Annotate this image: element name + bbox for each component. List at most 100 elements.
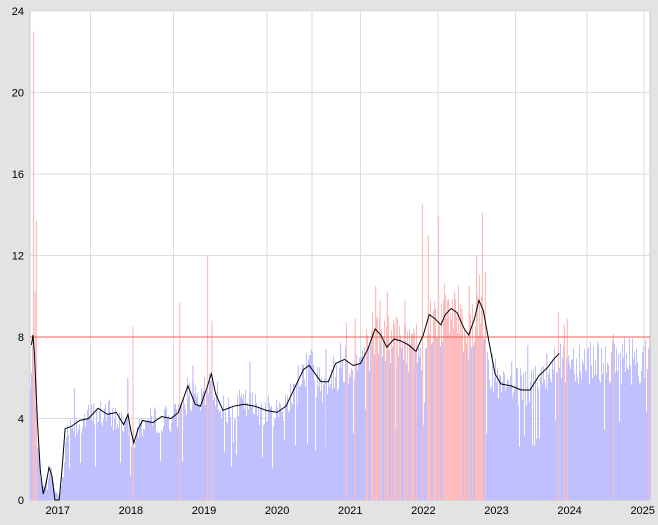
bar (275, 418, 276, 500)
bar (352, 370, 353, 500)
bar (570, 368, 571, 500)
bar (280, 404, 281, 500)
bar (473, 345, 474, 500)
bar (79, 424, 80, 500)
bar (305, 386, 306, 500)
bar (518, 405, 519, 500)
bar (630, 365, 631, 500)
bar (395, 429, 396, 500)
bar (322, 402, 323, 500)
bar (237, 395, 238, 500)
bar (525, 370, 526, 500)
bar (499, 374, 500, 500)
bar (261, 403, 262, 500)
bar (530, 381, 531, 500)
bar (553, 369, 554, 500)
bar (484, 338, 485, 500)
bar (319, 367, 320, 500)
bar (204, 376, 205, 500)
bar (295, 445, 296, 500)
bar (522, 399, 523, 500)
bar (498, 398, 499, 500)
bar (601, 347, 602, 500)
bar (227, 423, 228, 500)
bar-spike (404, 300, 406, 500)
bar (314, 380, 315, 500)
bar (225, 411, 226, 500)
bar (508, 380, 509, 500)
bar (64, 462, 65, 500)
bar (164, 409, 165, 500)
bar (487, 351, 488, 500)
bar-spike (345, 322, 348, 500)
bar (531, 369, 532, 500)
bar (350, 376, 351, 500)
bar-spike (340, 343, 342, 500)
bar (158, 432, 159, 500)
bar (468, 359, 469, 500)
bar (353, 433, 354, 500)
bar (418, 344, 419, 500)
bar (176, 409, 177, 500)
bar (486, 433, 487, 500)
bar (82, 427, 83, 500)
bar (354, 379, 355, 500)
bar (400, 335, 401, 500)
bar (474, 341, 475, 500)
bar-spike (32, 31, 35, 500)
bar (443, 300, 444, 500)
bar (242, 398, 243, 500)
bar (229, 406, 230, 500)
bar (259, 424, 260, 500)
bar (306, 353, 307, 500)
bar (578, 384, 579, 500)
bar (235, 419, 236, 500)
bar (613, 334, 614, 500)
y-tick-label: 20 (12, 88, 24, 100)
bar (399, 325, 400, 500)
bar (390, 363, 391, 500)
bar (38, 448, 39, 500)
bar (369, 371, 370, 500)
bar-spike (395, 316, 397, 500)
bar (612, 340, 613, 500)
bar (629, 338, 630, 500)
bar (444, 284, 445, 500)
bar (46, 477, 47, 500)
bar (299, 386, 300, 500)
bar (622, 343, 623, 500)
bar (48, 478, 49, 500)
bar-spike (475, 255, 478, 500)
bar (218, 409, 219, 500)
bar (284, 439, 285, 500)
bar (561, 378, 562, 500)
bar-spike (527, 345, 529, 500)
x-tick-label: 2020 (265, 505, 289, 517)
bar-spike (206, 255, 209, 500)
bar (620, 353, 621, 500)
bar (592, 378, 593, 500)
bar (543, 365, 544, 500)
bar (631, 384, 632, 500)
bar (190, 409, 191, 500)
bar (317, 366, 318, 500)
bar (351, 368, 352, 500)
bar (267, 421, 268, 500)
bar (575, 381, 576, 500)
bar (240, 396, 241, 500)
bar (463, 352, 464, 500)
bar (187, 377, 188, 500)
bar (328, 379, 329, 500)
bar (480, 323, 481, 500)
bar (149, 421, 150, 500)
bar (549, 369, 550, 500)
bar (119, 412, 120, 500)
bar (512, 397, 513, 500)
x-tick-label: 2024 (557, 505, 581, 517)
bar (634, 351, 635, 500)
bar (86, 419, 87, 500)
bar (88, 404, 89, 500)
bar (429, 333, 430, 500)
bar (222, 409, 223, 500)
bar (175, 403, 176, 500)
